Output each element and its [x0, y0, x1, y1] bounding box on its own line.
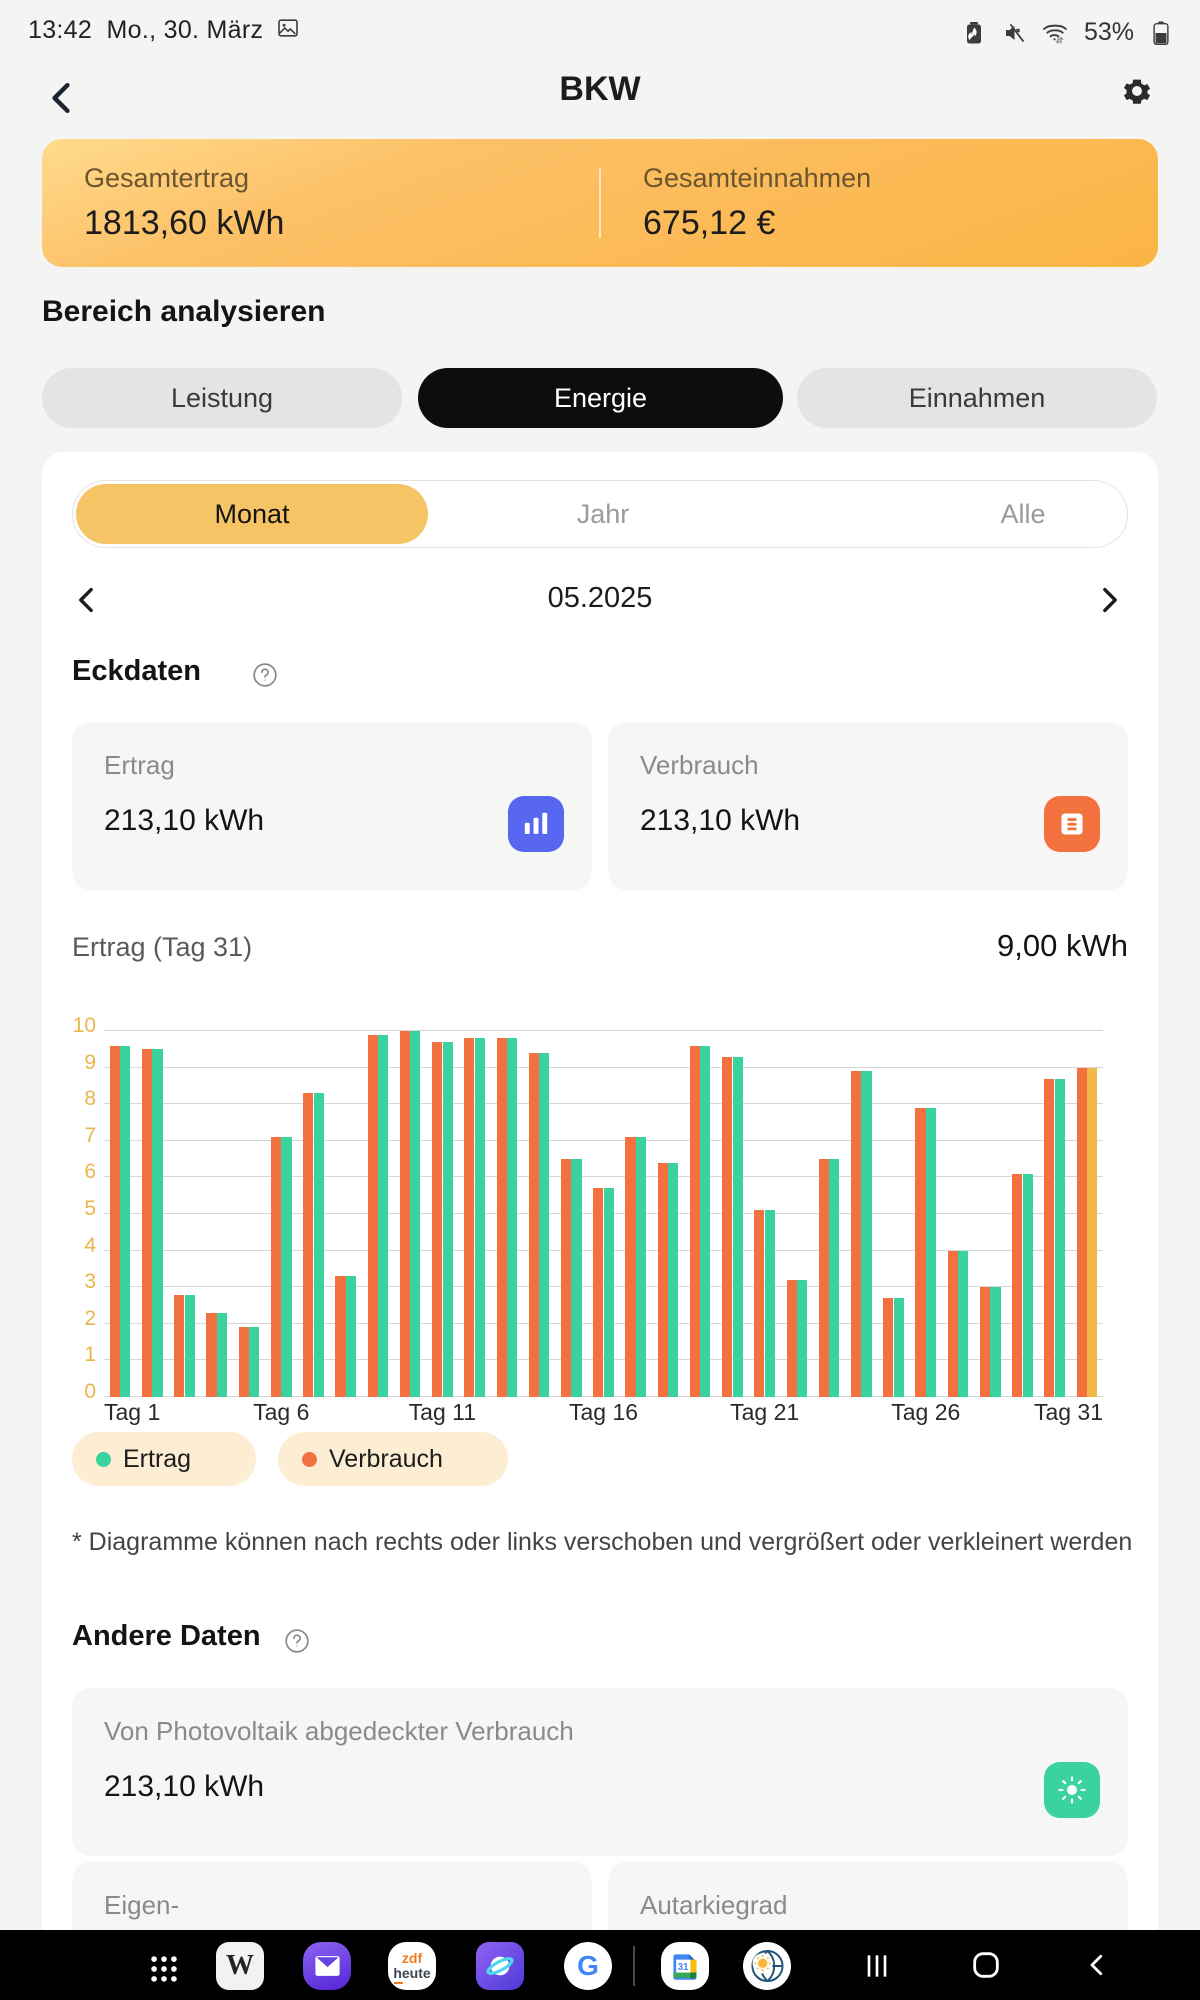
svg-text:31: 31	[677, 1962, 688, 1973]
